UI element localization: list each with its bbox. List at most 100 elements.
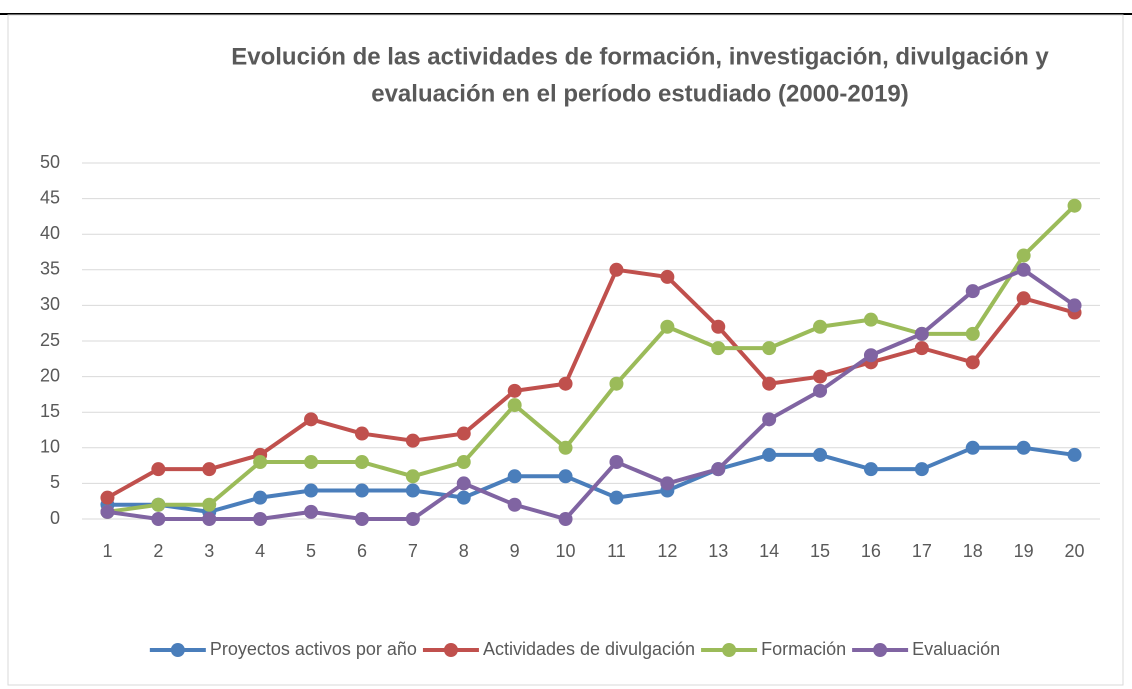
series-line <box>107 267 1076 521</box>
data-point <box>558 512 573 526</box>
x-tick-label: 1 <box>102 541 112 561</box>
legend-marker <box>873 643 888 657</box>
data-point <box>762 376 777 391</box>
data-point <box>354 483 369 498</box>
data-point <box>456 476 471 491</box>
data-point <box>354 426 369 441</box>
x-tick-label: 19 <box>1014 541 1034 561</box>
data-point <box>304 483 319 498</box>
data-point <box>558 440 573 455</box>
data-point <box>813 369 828 384</box>
x-tick-label: 7 <box>408 541 418 561</box>
legend-label: Proyectos activos por año <box>210 639 417 659</box>
data-point <box>151 462 166 477</box>
data-point <box>762 447 777 462</box>
x-tick-label: 10 <box>556 541 576 561</box>
data-point <box>863 348 878 363</box>
data-point <box>507 383 522 398</box>
data-point <box>405 483 420 498</box>
data-point <box>1016 262 1031 277</box>
legend-item: Evaluación <box>852 639 1000 659</box>
y-tick-label: 40 <box>40 223 60 243</box>
chart-border <box>7 14 1124 686</box>
y-tick-label: 15 <box>40 401 60 421</box>
data-point <box>965 355 980 370</box>
legend-marker <box>170 643 185 657</box>
data-point <box>202 512 217 526</box>
data-point <box>813 383 828 398</box>
data-point <box>456 490 471 505</box>
x-tick-label: 5 <box>306 541 316 561</box>
data-point <box>354 455 369 470</box>
data-point <box>609 490 624 505</box>
data-point <box>202 497 217 512</box>
data-point <box>1067 198 1082 213</box>
x-tick-label: 14 <box>759 541 779 561</box>
data-point <box>914 462 929 477</box>
y-tick-label: 10 <box>40 437 60 457</box>
data-point <box>863 462 878 477</box>
y-tick-label: 30 <box>40 294 60 314</box>
data-point <box>405 469 420 484</box>
x-tick-label: 6 <box>357 541 367 561</box>
data-point <box>609 455 624 470</box>
data-point <box>151 497 166 512</box>
y-tick-label: 5 <box>50 472 60 492</box>
data-point <box>1016 440 1031 455</box>
x-tick-label: 18 <box>963 541 983 561</box>
data-point <box>1016 248 1031 263</box>
data-point <box>253 490 268 505</box>
data-point <box>354 512 369 526</box>
x-tick-label: 2 <box>153 541 163 561</box>
y-tick-label: 35 <box>40 259 60 279</box>
data-point <box>711 462 726 477</box>
data-point <box>1016 291 1031 306</box>
data-point <box>507 469 522 484</box>
data-point <box>507 497 522 512</box>
data-point <box>711 319 726 334</box>
data-point <box>965 440 980 455</box>
data-point <box>1067 298 1082 313</box>
data-point <box>558 469 573 484</box>
data-point <box>304 412 319 427</box>
series-line <box>107 204 1076 514</box>
legend-label: Formación <box>761 639 846 659</box>
data-point <box>813 319 828 334</box>
x-tick-label: 16 <box>861 541 881 561</box>
data-point <box>100 504 115 519</box>
legend-item: Proyectos activos por año <box>149 639 417 659</box>
x-tick-label: 4 <box>255 541 265 561</box>
chart-title: Evolución de las actividades de formació… <box>231 43 1049 70</box>
x-tick-label: 13 <box>708 541 728 561</box>
data-point <box>914 326 929 341</box>
data-point <box>151 512 166 526</box>
series-line <box>107 445 1075 514</box>
x-tick-label: 15 <box>810 541 830 561</box>
data-point <box>965 326 980 341</box>
x-tick-label: 12 <box>657 541 677 561</box>
x-tick-label: 11 <box>607 541 626 561</box>
data-point <box>762 341 777 356</box>
data-point <box>813 447 828 462</box>
legend-marker <box>443 643 458 657</box>
data-point <box>304 455 319 470</box>
y-tick-label: 45 <box>40 187 60 207</box>
data-point <box>202 462 217 477</box>
data-point <box>304 504 319 519</box>
x-tick-label: 8 <box>459 541 469 561</box>
chart-title: evaluación en el período estudiado (2000… <box>371 80 909 107</box>
data-point <box>507 398 522 413</box>
data-point <box>965 284 980 299</box>
legend-label: Evaluación <box>912 639 1000 659</box>
x-tick-label: 17 <box>912 541 932 561</box>
legend-marker <box>722 643 737 657</box>
data-point <box>456 426 471 441</box>
series-line <box>106 267 1076 500</box>
data-point <box>253 455 268 470</box>
data-point <box>609 376 624 391</box>
data-point <box>914 341 929 356</box>
data-point <box>405 433 420 448</box>
data-point <box>456 455 471 470</box>
data-point <box>863 312 878 327</box>
